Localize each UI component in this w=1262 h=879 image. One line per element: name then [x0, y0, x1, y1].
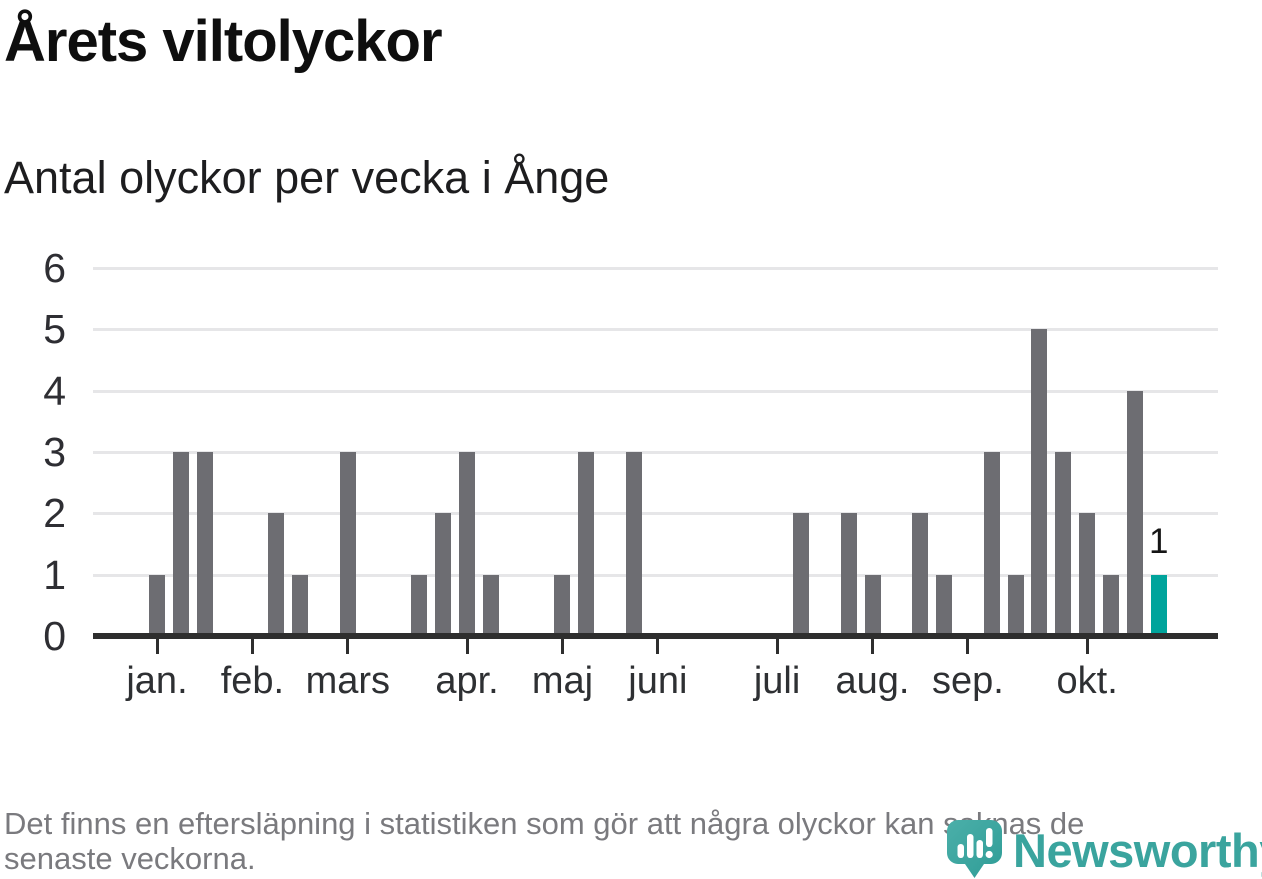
- x-axis-tick: [346, 639, 350, 654]
- bar: [792, 513, 809, 636]
- bar: [912, 513, 929, 636]
- x-axis-label: juni: [628, 660, 688, 702]
- footer-line: Det finns en eftersläpning i statistiken…: [4, 806, 1085, 841]
- newsworthy-pin-icon: [947, 820, 1002, 878]
- bar: [339, 452, 356, 636]
- x-axis-label: sep.: [931, 660, 1004, 702]
- bar: [435, 513, 452, 636]
- newsworthy-wordmark: Newsworthy: [1013, 824, 1262, 877]
- gridline: [93, 328, 1218, 332]
- bar: [149, 574, 165, 636]
- gridline: [93, 267, 1218, 271]
- newsworthy-logo: Newsworthy: [946, 819, 1262, 879]
- bar: [840, 513, 857, 636]
- gridline: [93, 389, 1218, 393]
- x-axis-label: aug.: [835, 660, 910, 702]
- x-axis-tick: [1085, 639, 1089, 654]
- footer-line: senaste veckorna.: [4, 841, 256, 876]
- x-axis-label: jan.: [126, 660, 188, 702]
- x-axis-tick: [465, 639, 469, 654]
- x-axis-tick: [871, 639, 874, 654]
- bar: [459, 452, 476, 636]
- bar: [196, 452, 213, 636]
- x-axis-tick: [250, 639, 254, 654]
- y-axis-label: 1: [43, 551, 66, 598]
- x-axis-tick: [656, 639, 660, 654]
- bar: [936, 574, 953, 636]
- x-axis-tick: [775, 639, 779, 654]
- x-axis-label: okt.: [1056, 660, 1118, 702]
- chart-subtitle: Antal olyckor per vecka i Ånge: [4, 152, 610, 203]
- bar: [626, 452, 642, 636]
- bar: [1031, 329, 1048, 636]
- gridline: [93, 512, 1218, 516]
- bar: [1103, 574, 1119, 636]
- bar: [1007, 574, 1024, 636]
- gridline: [93, 451, 1218, 454]
- x-axis-tick: [560, 639, 564, 654]
- bar: [292, 574, 309, 636]
- bar: [1055, 452, 1072, 636]
- x-axis-tick: [155, 639, 159, 654]
- bar: [482, 574, 499, 636]
- bar-value-label: 1: [1148, 521, 1169, 561]
- x-axis-tick: [966, 639, 970, 654]
- y-axis-label: 6: [43, 245, 66, 292]
- bar: [411, 574, 428, 636]
- bar-highlight: [1150, 574, 1167, 636]
- y-axis-label: 3: [43, 429, 66, 475]
- y-axis-label: 4: [43, 367, 66, 414]
- bar: [1126, 390, 1143, 636]
- x-axis-label: feb.: [220, 660, 285, 702]
- x-axis-label: juli: [753, 660, 801, 702]
- gridline: [93, 573, 1218, 577]
- bar: [1079, 513, 1096, 636]
- x-axis-line: [93, 633, 1218, 639]
- bar: [172, 452, 189, 636]
- y-axis-label: 5: [43, 306, 66, 353]
- x-axis-label: mars: [305, 660, 391, 702]
- bar: [983, 452, 1000, 636]
- bar: [864, 574, 881, 636]
- x-axis-label: apr.: [435, 660, 499, 702]
- footer-note: Det finns en eftersläpning i statistiken…: [4, 806, 1084, 876]
- bar: [578, 452, 595, 636]
- x-axis-label: maj: [531, 660, 594, 702]
- bar: [554, 574, 571, 636]
- chart-title: Årets viltolyckor: [4, 9, 443, 74]
- y-axis-label: 2: [43, 490, 66, 537]
- y-axis-label: 0: [43, 613, 66, 659]
- bar: [268, 513, 285, 636]
